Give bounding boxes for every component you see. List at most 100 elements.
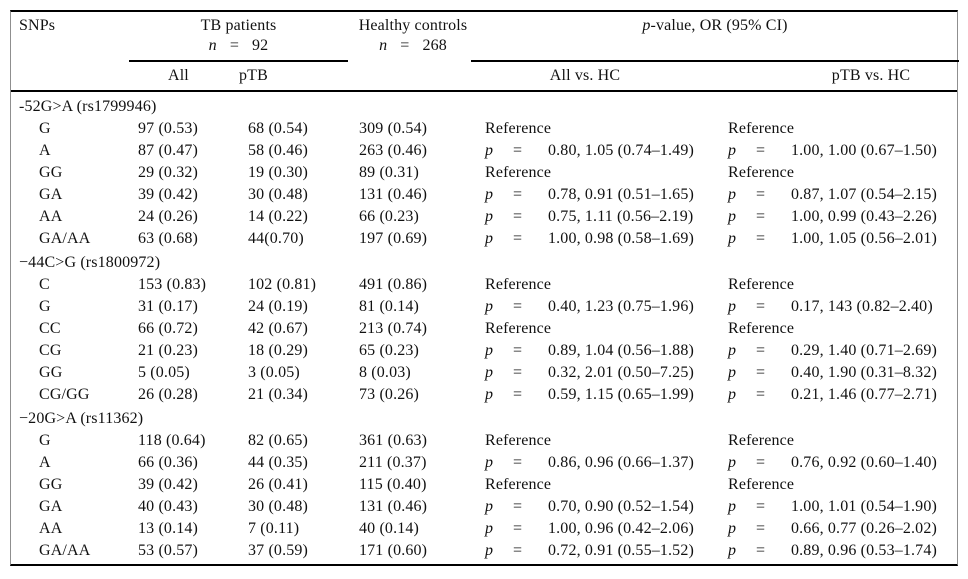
ptb-vs-hc-cell: p = 0.17, 143 (0.82–2.40)	[728, 296, 957, 318]
all-vs-hc-cell: p = 1.00, 0.96 (0.42–2.06)	[485, 518, 728, 540]
equals-symbol: =	[513, 230, 523, 247]
equals-symbol: =	[756, 520, 766, 537]
all-vs-hc-cell: p = 0.32, 2.01 (0.50–7.25)	[485, 362, 728, 384]
p-or-ci-value: 0.70, 0.90 (0.52–1.54)	[548, 498, 694, 515]
all-vs-hc-cell: Reference	[485, 320, 552, 337]
snp-association-table: SNPs TB patients n = 92 Healthy controls…	[10, 10, 959, 566]
genotype-label: CG	[39, 342, 62, 359]
ptb-vs-hc-cell: p = 0.66, 0.77 (0.26–2.02)	[728, 518, 957, 540]
tb-ptb-value: 7 (0.11)	[248, 520, 300, 537]
genotype-label: AA	[39, 208, 63, 225]
equals-symbol: =	[513, 342, 523, 359]
equals-symbol: =	[513, 298, 523, 315]
all-vs-hc-cell: p = 0.78, 0.91 (0.51–1.65)	[485, 184, 728, 206]
healthy-controls-n-row: n = 268	[351, 36, 475, 56]
equals-symbol: =	[513, 454, 523, 471]
table-row: GG 29 (0.32) 19 (0.30) 89 (0.31) Referen…	[11, 162, 957, 184]
all-vs-hc-cell: p = 0.40, 1.23 (0.75–1.96)	[485, 296, 728, 318]
tb-ptb-value: 24 (0.19)	[248, 298, 309, 315]
n-symbol: n	[379, 37, 388, 54]
genotype-label: GG	[39, 476, 63, 493]
tb-patients-n-value: 92	[252, 37, 269, 54]
hc-value: 73 (0.26)	[359, 386, 420, 403]
hc-value: 66 (0.23)	[359, 208, 420, 225]
tb-all-value: 153 (0.83)	[138, 276, 207, 293]
tb-patients-n-row: n = 92	[129, 36, 348, 56]
genotype-label: C	[39, 276, 50, 293]
hc-value: 491 (0.86)	[359, 276, 428, 293]
tb-ptb-value: 3 (0.05)	[248, 364, 300, 381]
equals-symbol: =	[756, 142, 766, 159]
tb-ptb-value: 21 (0.34)	[248, 386, 309, 403]
all-vs-hc-cell: p = 0.89, 1.04 (0.56–1.88)	[485, 340, 728, 362]
p-or-ci-value: 0.40, 1.23 (0.75–1.96)	[548, 298, 694, 315]
ptb-vs-hc-cell: p = 1.00, 1.01 (0.54–1.90)	[728, 496, 957, 518]
p-or-ci-value: 0.78, 0.91 (0.51–1.65)	[548, 186, 694, 203]
section-title: -52G>A (rs1799946)	[19, 98, 157, 115]
genotype-label: G	[39, 432, 51, 449]
p-symbol: p	[728, 208, 737, 225]
healthy-controls-n-value: 268	[422, 37, 447, 54]
p-or-ci-value: 1.00, 0.99 (0.43–2.26)	[791, 208, 937, 225]
table-row: AA 24 (0.26) 14 (0.22) 66 (0.23) p = 0.7…	[11, 206, 957, 228]
genotype-label: A	[39, 142, 51, 159]
ptb-vs-hc-cell: p = 0.21, 1.46 (0.77–2.71)	[728, 384, 957, 406]
all-vs-hc-cell: p = 0.75, 1.11 (0.56–2.19)	[485, 206, 728, 228]
pvalue-or-title: p-value, OR (95% CI)	[471, 16, 959, 36]
hc-value: 131 (0.46)	[359, 498, 428, 515]
tb-all-value: 5 (0.05)	[138, 364, 190, 381]
p-or-ci-value: 1.00, 1.00 (0.67–1.50)	[791, 142, 937, 159]
table-row: GA 40 (0.43) 30 (0.48) 131 (0.46) p = 0.…	[11, 496, 957, 518]
equals-symbol: =	[756, 498, 766, 515]
genotype-label: G	[39, 120, 51, 137]
genotype-label: CG/GG	[39, 386, 90, 403]
equals-symbol: =	[513, 364, 523, 381]
equals-symbol: =	[513, 142, 523, 159]
tb-all-value: 31 (0.17)	[138, 298, 199, 315]
table-row: A 87 (0.47) 58 (0.46) 263 (0.46) p = 0.8…	[11, 140, 957, 162]
p-symbol: p	[728, 342, 737, 359]
p-symbol: p	[485, 542, 494, 559]
hc-value: 65 (0.23)	[359, 342, 420, 359]
ptb-vs-hc-cell: Reference	[728, 120, 795, 137]
p-or-ci-value: 0.87, 1.07 (0.54–2.15)	[791, 186, 937, 203]
tb-all-value: 24 (0.26)	[138, 208, 199, 225]
tb-ptb-value: 18 (0.29)	[248, 342, 309, 359]
tb-ptb-value: 30 (0.48)	[248, 498, 309, 515]
equals-symbol: =	[513, 542, 523, 559]
ptb-vs-hc-cell: p = 0.76, 0.92 (0.60–1.40)	[728, 452, 957, 474]
n-symbol: n	[208, 37, 217, 54]
p-symbol: p	[728, 364, 737, 381]
hc-value: 89 (0.31)	[359, 164, 420, 181]
p-or-ci-value: 0.66, 0.77 (0.26–2.02)	[791, 520, 937, 537]
equals-symbol: =	[513, 386, 523, 403]
ptb-vs-hc-cell: p = 0.40, 1.90 (0.31–8.32)	[728, 362, 957, 384]
snps-column-header: SNPs	[19, 17, 56, 34]
hc-value: 81 (0.14)	[359, 298, 420, 315]
tb-all-value: 40 (0.43)	[138, 498, 199, 515]
p-or-ci-value: 0.29, 1.40 (0.71–2.69)	[791, 342, 937, 359]
all-vs-hc-cell: Reference	[485, 476, 552, 493]
hc-value: 211 (0.37)	[359, 454, 427, 471]
p-or-ci-value: 0.32, 2.01 (0.50–7.25)	[548, 364, 694, 381]
equals-symbol: =	[756, 342, 766, 359]
all-vs-hc-cell: Reference	[485, 276, 552, 293]
table-row: GA/AA 53 (0.57) 37 (0.59) 171 (0.60) p =…	[11, 540, 957, 562]
tb-ptb-value: 68 (0.54)	[248, 120, 309, 137]
table-row: CG 21 (0.23) 18 (0.29) 65 (0.23) p = 0.8…	[11, 340, 957, 362]
p-or-ci-value: 1.00, 0.98 (0.58–1.69)	[548, 230, 694, 247]
tb-patients-group-header: TB patients n = 92	[129, 16, 348, 62]
table-header: SNPs TB patients n = 92 Healthy controls…	[11, 12, 959, 92]
p-symbol: p	[728, 520, 737, 537]
tb-all-value: 53 (0.57)	[138, 542, 199, 559]
genotype-label: GG	[39, 164, 63, 181]
p-symbol: p	[728, 498, 737, 515]
tb-ptb-value: 30 (0.48)	[248, 186, 309, 203]
ptb-vs-hc-cell: Reference	[728, 432, 795, 449]
p-or-ci-value: 0.76, 0.92 (0.60–1.40)	[791, 454, 937, 471]
p-symbol: p	[485, 364, 494, 381]
tb-ptb-value: 102 (0.81)	[248, 276, 317, 293]
tb-all-value: 29 (0.32)	[138, 164, 199, 181]
all-vs-hc-cell: p = 0.72, 0.91 (0.55–1.52)	[485, 540, 728, 562]
all-vs-hc-cell: p = 0.59, 1.15 (0.65–1.99)	[485, 384, 728, 406]
